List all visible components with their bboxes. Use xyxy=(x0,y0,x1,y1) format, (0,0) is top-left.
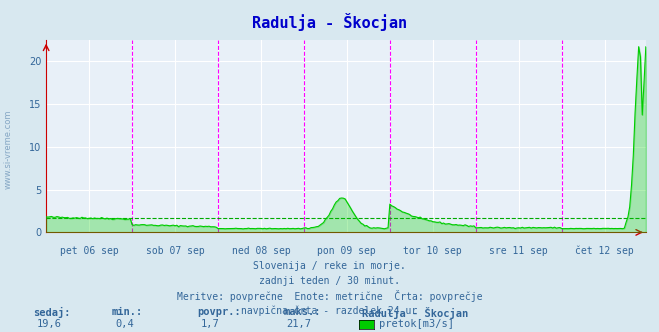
Text: Slovenija / reke in morje.: Slovenija / reke in morje. xyxy=(253,261,406,271)
Text: min.:: min.: xyxy=(112,307,143,317)
Text: Radulja - Škocjan: Radulja - Škocjan xyxy=(362,307,469,319)
Text: tor 10 sep: tor 10 sep xyxy=(403,246,462,256)
Text: povpr.:: povpr.: xyxy=(198,307,241,317)
Text: maks.:: maks.: xyxy=(283,307,321,317)
Text: sedaj:: sedaj: xyxy=(33,307,71,318)
Text: ned 08 sep: ned 08 sep xyxy=(231,246,291,256)
Text: 1,7: 1,7 xyxy=(201,319,219,329)
Text: 21,7: 21,7 xyxy=(287,319,312,329)
Text: pet 06 sep: pet 06 sep xyxy=(60,246,119,256)
Text: 19,6: 19,6 xyxy=(36,319,61,329)
Text: Radulja - Škocjan: Radulja - Škocjan xyxy=(252,13,407,31)
Text: 0,4: 0,4 xyxy=(115,319,134,329)
Text: zadnji teden / 30 minut.: zadnji teden / 30 minut. xyxy=(259,276,400,286)
Text: čet 12 sep: čet 12 sep xyxy=(575,246,634,256)
Text: www.si-vreme.com: www.si-vreme.com xyxy=(3,110,13,189)
Text: pon 09 sep: pon 09 sep xyxy=(318,246,376,256)
Text: navpična črta - razdelek 24 ur: navpična črta - razdelek 24 ur xyxy=(241,305,418,316)
Text: sob 07 sep: sob 07 sep xyxy=(146,246,204,256)
Text: sre 11 sep: sre 11 sep xyxy=(490,246,548,256)
Text: pretok[m3/s]: pretok[m3/s] xyxy=(379,319,454,329)
Text: Meritve: povprečne  Enote: metrične  Črta: povprečje: Meritve: povprečne Enote: metrične Črta:… xyxy=(177,290,482,302)
